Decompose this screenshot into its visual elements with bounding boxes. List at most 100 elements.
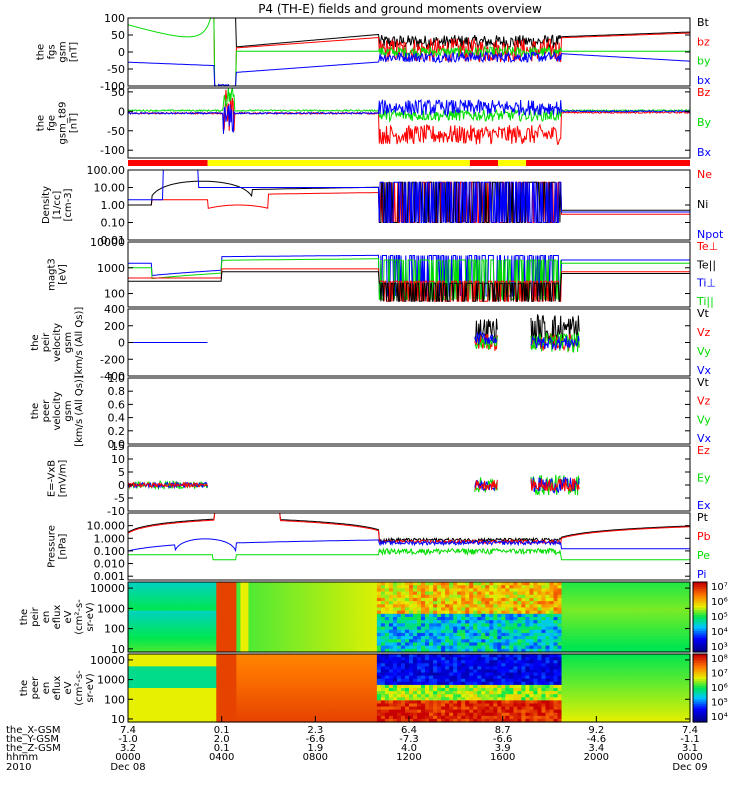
spectrogram-cell: [272, 582, 278, 586]
spectrogram-cell: [409, 654, 414, 658]
spectrogram-cell: [465, 645, 470, 650]
spectrogram-cell: [585, 636, 591, 640]
spectrogram-cell: [284, 697, 290, 701]
spectrogram-cell: [417, 688, 422, 692]
spectrogram-cell: [348, 629, 354, 634]
y-axis-label: [mV/m]: [58, 460, 69, 498]
spectrogram-cell: [260, 675, 266, 680]
spectrogram-cell: [400, 691, 406, 695]
spectrogram-cell: [292, 675, 298, 680]
spectrogram-cell: [421, 617, 426, 621]
spectrogram-cell: [156, 639, 161, 644]
spectrogram-cell: [180, 660, 185, 664]
spectrogram-cell: [296, 663, 302, 667]
spectrogram-cell: [549, 620, 555, 624]
spectrogram-cell: [156, 636, 161, 640]
spectrogram-cell: [368, 678, 374, 683]
spectrogram-cell: [348, 715, 354, 720]
spectrogram-cell: [673, 607, 679, 612]
spectrogram-cell: [513, 617, 518, 621]
spectrogram-cell: [144, 613, 149, 618]
spectrogram-cell: [316, 654, 322, 658]
y-tick-label: -10: [107, 505, 125, 518]
spectrogram-cell: [232, 712, 237, 717]
spectrogram-cell: [489, 623, 494, 628]
spectrogram-cell: [577, 582, 583, 586]
spectrogram-cell: [473, 597, 478, 602]
spectrogram-cell: [200, 642, 205, 647]
spectrogram-cell: [264, 626, 270, 631]
spectrogram-cell: [308, 626, 314, 631]
spectrogram-cell: [372, 594, 378, 599]
spectrogram-cell: [364, 645, 370, 650]
spectrogram-cell: [160, 657, 165, 661]
y-axis-label: velocity: [52, 391, 63, 430]
spectrogram-cell: [276, 691, 282, 695]
spectrogram-cell: [404, 639, 410, 644]
spectrogram-cell: [228, 700, 233, 705]
spectrogram-cell: [260, 678, 266, 683]
spectrogram-cell: [180, 688, 185, 692]
spectrogram-cell: [148, 669, 153, 674]
spectrogram-cell: [380, 639, 386, 644]
spectrogram-cell: [513, 585, 518, 589]
spectrogram-cell: [376, 700, 382, 705]
spectrogram-cell: [156, 718, 161, 723]
spectrogram-cell: [565, 636, 571, 640]
spectrogram-cell: [529, 642, 535, 647]
spectrogram-cell: [156, 613, 161, 618]
legend-Pe: Pe: [697, 549, 710, 562]
spectrogram-cell: [128, 620, 133, 624]
spectrogram-cell: [236, 582, 241, 586]
spectrogram-cell: [328, 678, 334, 683]
spectrogram-cell: [421, 632, 426, 637]
spectrogram-cell: [316, 626, 322, 631]
spectrogram-cell: [533, 607, 539, 612]
spectrogram-cell: [336, 597, 342, 602]
spectrogram-cell: [641, 636, 647, 640]
spectrogram-cell: [156, 678, 161, 683]
spectrogram-cell: [288, 660, 294, 664]
spectrogram-cell: [296, 607, 302, 612]
spectrogram-cell: [685, 582, 691, 586]
spectrogram-cell: [140, 620, 145, 624]
spectrogram-cell: [140, 648, 145, 653]
spectrogram-cell: [549, 648, 555, 653]
spectrogram-cell: [404, 636, 410, 640]
spectrogram-cell: [276, 684, 282, 689]
spectrogram-cell: [144, 610, 149, 615]
spectrogram-cell: [413, 657, 418, 661]
spectrogram-cell: [404, 607, 410, 612]
spectrogram-cell: [144, 585, 149, 589]
spectrogram-cell: [244, 697, 250, 701]
colorbar-segment: [693, 603, 707, 606]
spectrogram-cell: [396, 681, 402, 686]
spectrogram-cell: [304, 636, 310, 640]
spectrogram-cell: [409, 607, 414, 612]
spectrogram-cell: [228, 623, 233, 628]
spectrogram-cell: [168, 613, 173, 618]
spectrogram-cell: [368, 604, 374, 609]
spectrogram-cell: [537, 582, 543, 586]
spectrogram-cell: [340, 617, 346, 621]
spectrogram-cell: [421, 691, 426, 695]
spectrogram-cell: [316, 688, 322, 692]
spectrogram-cell: [336, 709, 342, 714]
spectrogram-cell: [388, 604, 394, 609]
spectrogram-cell: [312, 681, 318, 686]
spectrogram-cell: [372, 597, 378, 602]
spectrogram-cell: [545, 642, 551, 647]
spectrogram-cell: [441, 607, 446, 612]
spectrogram-cell: [128, 712, 133, 717]
spectrogram-cell: [136, 706, 141, 711]
spectrogram-cell: [529, 617, 535, 621]
spectrogram-cell: [545, 613, 551, 618]
spectrogram-cell: [565, 632, 571, 637]
spectrogram-cell: [421, 607, 426, 612]
spectrogram-cell: [409, 672, 414, 677]
spectrogram-cell: [417, 672, 422, 677]
spectrogram-cell: [196, 694, 201, 698]
spectrogram-cell: [308, 582, 314, 586]
spectrogram-cell: [541, 620, 547, 624]
